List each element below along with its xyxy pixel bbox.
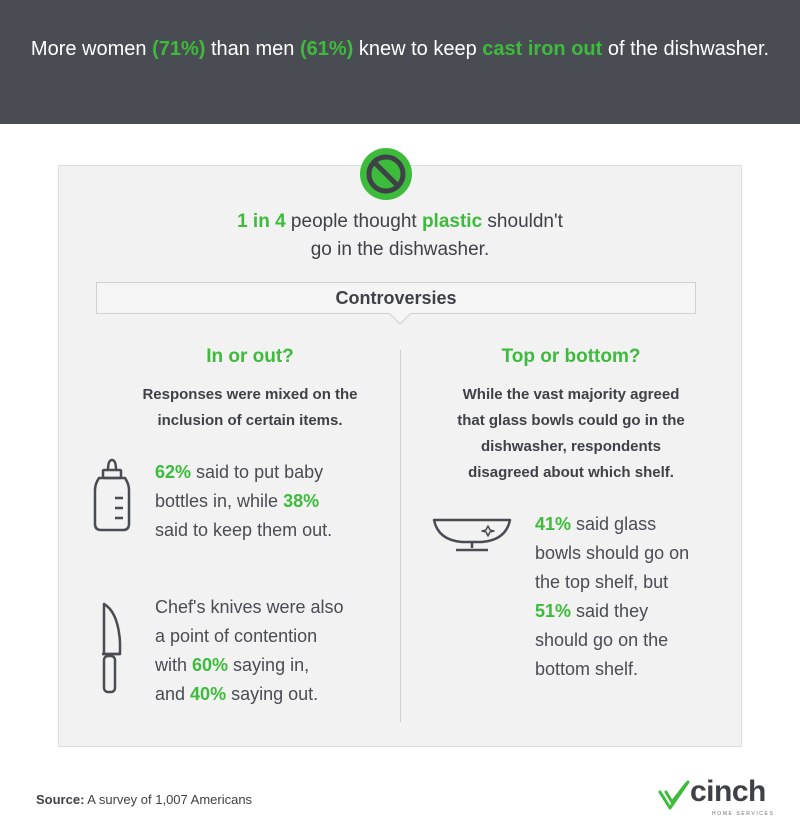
header-banner: More women (71%) than men (61%) knew to … [0, 0, 800, 124]
controversies-title: Controversies [335, 288, 457, 308]
top-or-bottom-subtitle: While the vast majority agreed that glas… [457, 386, 685, 481]
in-or-out-heading: In or out? [206, 346, 294, 367]
glass-bowl-stat: 41% said glass bowls should go on the to… [535, 514, 690, 679]
cast-iron-highlight: cast iron out [482, 38, 603, 60]
plastic-stat: 1 in 4 people thought plastic shouldn't … [237, 211, 563, 260]
top-or-bottom-heading: Top or bottom? [501, 346, 641, 367]
chef-knife-icon [102, 602, 122, 694]
glass-bowl-icon [432, 518, 512, 552]
controversies-box: Controversies [96, 282, 696, 314]
notch-pointer [389, 313, 411, 325]
cinch-logo-wordmark: cinch [690, 775, 766, 808]
chef-knife-stat: Chef's knives were also a point of conte… [155, 597, 344, 704]
baby-bottle-icon [93, 458, 131, 532]
column-divider [400, 350, 401, 722]
header-text: More women (71%) than men (61%) knew to … [30, 38, 770, 60]
baby-bottle-stat: 62% said to put baby bottles in, while 3… [155, 462, 333, 540]
cinch-logo-tagline: HOME SERVICES [712, 811, 775, 817]
source-note: Source: A survey of 1,007 Americans [36, 792, 253, 807]
men-percent: (61%) [299, 38, 354, 60]
in-or-out-subtitle: Responses were mixed on the inclusion of… [142, 386, 358, 429]
women-percent: (71%) [152, 38, 206, 60]
prohibited-icon [360, 148, 412, 200]
cinch-check-logo-icon [658, 780, 690, 810]
